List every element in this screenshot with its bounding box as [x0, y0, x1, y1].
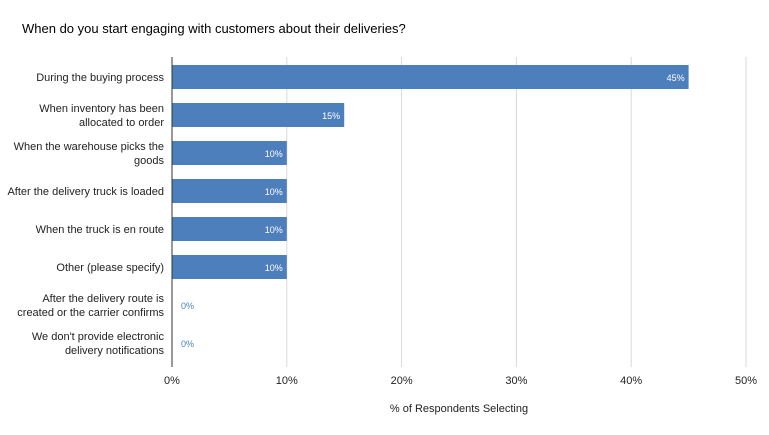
category-label: goods	[134, 155, 164, 167]
category-label: created or the carrier confirms	[17, 307, 164, 319]
bar	[172, 65, 689, 89]
x-axis-title: % of Respondents Selecting	[390, 403, 528, 415]
category-label: When the truck is en route	[36, 224, 164, 236]
category-label: After the delivery truck is loaded	[7, 186, 164, 198]
category-label: When inventory has been	[39, 103, 164, 115]
x-tick-label: 20%	[391, 375, 413, 387]
bar	[172, 103, 345, 127]
data-label: 10%	[265, 187, 283, 197]
category-label: During the buying process	[36, 72, 164, 84]
data-label: 10%	[265, 263, 283, 273]
x-tick-label: 0%	[164, 375, 180, 387]
bar	[172, 217, 287, 241]
x-tick-label: 30%	[505, 375, 527, 387]
data-label: 10%	[265, 149, 283, 159]
data-label: 10%	[265, 225, 283, 235]
chart-title: When do you start engaging with customer…	[22, 21, 406, 36]
x-tick-label: 50%	[735, 375, 757, 387]
category-label: allocated to order	[79, 117, 164, 129]
category-label: We don't provide electronic	[32, 331, 165, 343]
x-tick-label: 10%	[276, 375, 298, 387]
bar	[172, 179, 287, 203]
bar	[172, 141, 287, 165]
data-label: 0%	[181, 301, 194, 311]
category-label: Other (please specify)	[56, 262, 164, 274]
data-label: 0%	[181, 339, 194, 349]
category-label: After the delivery route is	[42, 293, 164, 305]
category-label: delivery notifications	[65, 345, 165, 357]
category-label: When the warehouse picks the	[14, 141, 164, 153]
x-tick-label: 40%	[620, 375, 642, 387]
data-label: 45%	[667, 73, 685, 83]
bar	[172, 255, 287, 279]
data-label: 15%	[322, 111, 340, 121]
